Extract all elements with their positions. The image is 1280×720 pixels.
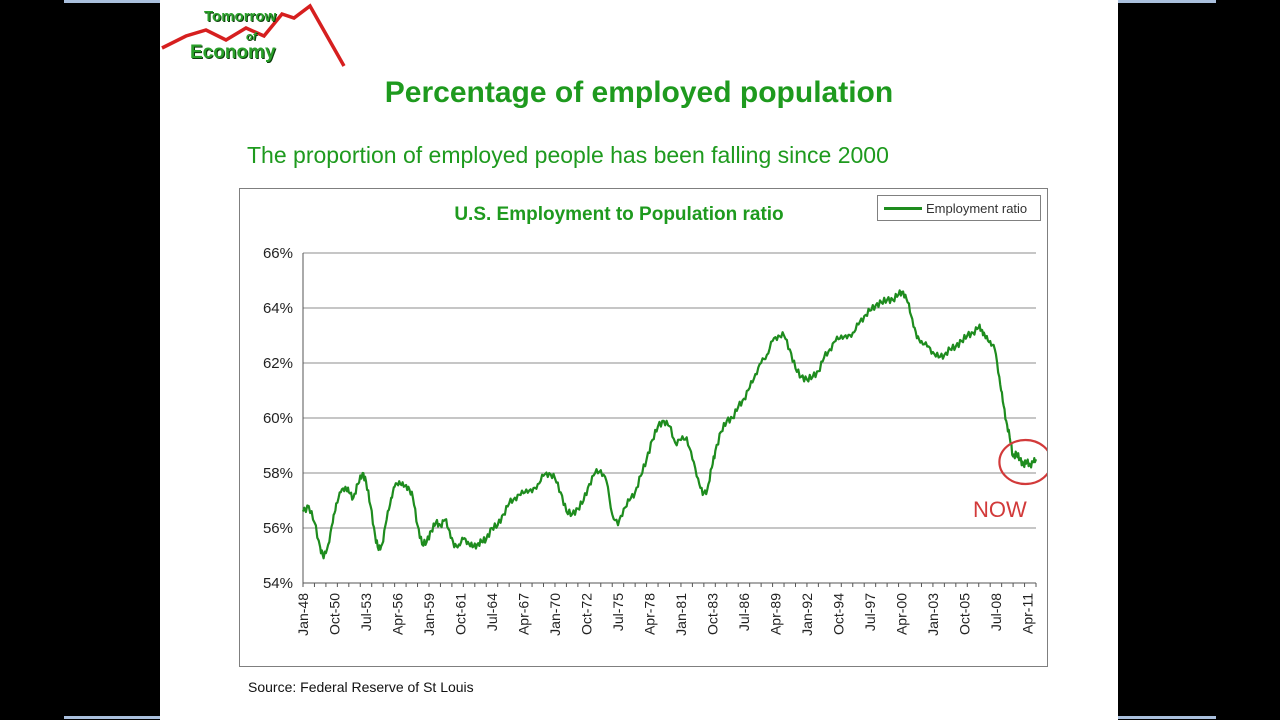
x-tick-label: Oct-61: [452, 593, 468, 635]
x-tick-label: Jan-70: [547, 593, 563, 636]
now-highlight-circle: [998, 438, 1047, 486]
x-tick-label: Jan-92: [799, 593, 815, 636]
x-tick-label: Oct-72: [578, 593, 594, 635]
now-annotation: NOW: [973, 497, 1027, 522]
y-tick-label: 64%: [263, 300, 293, 317]
economy-logo: Tomorrow of Economy: [160, 0, 350, 72]
slide-title: Percentage of employed population: [384, 76, 894, 109]
chart-legend: Employment ratio: [877, 195, 1041, 221]
x-tick-label: Oct-05: [956, 593, 972, 635]
x-tick-label: Apr-78: [641, 593, 657, 635]
y-tick-label: 60%: [263, 410, 293, 427]
logo-text-tomorrow: Tomorrow: [204, 8, 277, 25]
x-tick-label: Apr-56: [389, 593, 405, 635]
x-tick-label: Jan-03: [925, 593, 941, 636]
series-line-0: [301, 289, 1038, 560]
x-tick-label: Apr-11: [1019, 593, 1035, 634]
x-tick-label: Apr-00: [893, 593, 909, 635]
x-tick-label: Jul-08: [988, 593, 1004, 631]
y-tick-label: 66%: [263, 245, 293, 262]
logo-text-of: of: [246, 31, 257, 43]
y-tick-label: 56%: [263, 520, 293, 537]
x-tick-label: Jul-64: [484, 593, 500, 631]
x-tick-label: Oct-50: [326, 593, 342, 635]
x-tick-label: Oct-83: [704, 593, 720, 635]
x-tick-label: Jul-53: [358, 593, 374, 631]
source-note: Source: Federal Reserve of St Louis: [248, 679, 474, 695]
x-tick-label: Jan-48: [295, 593, 311, 636]
x-tick-label: Jan-81: [673, 593, 689, 636]
legend-label: Employment ratio: [926, 200, 1028, 216]
slide-subtitle: The proportion of employed people has be…: [247, 142, 889, 168]
x-tick-label: Apr-67: [515, 593, 531, 635]
x-tick-label: Jul-97: [862, 593, 878, 631]
y-tick-label: 62%: [263, 355, 293, 372]
x-tick-label: Jul-86: [736, 593, 752, 631]
x-tick-label: Jul-75: [610, 593, 626, 631]
slide: Tomorrow of Economy Percentage of employ…: [160, 0, 1118, 720]
chart-container: 54% 56% 58% 60% 62% 64% 66% Jan-48 Oct-50 Jul-53 A…: [239, 188, 1048, 667]
x-tick-label: Jan-59: [421, 593, 437, 636]
x-tick-label: Apr-89: [767, 593, 783, 635]
legend-line-swatch: [884, 206, 922, 210]
x-tick-label: Oct-94: [830, 593, 846, 635]
employment-ratio-chart: 54% 56% 58% 60% 62% 64% 66% Jan-48 Oct-50 Jul-53 A…: [263, 245, 1047, 636]
y-tick-label: 58%: [263, 465, 293, 482]
chart-title: U.S. Employment to Population ratio: [454, 204, 784, 225]
y-tick-label: 54%: [263, 575, 293, 592]
logo-zigzag-graphic: [161, 3, 346, 67]
logo-text-economy: Economy: [190, 42, 276, 63]
